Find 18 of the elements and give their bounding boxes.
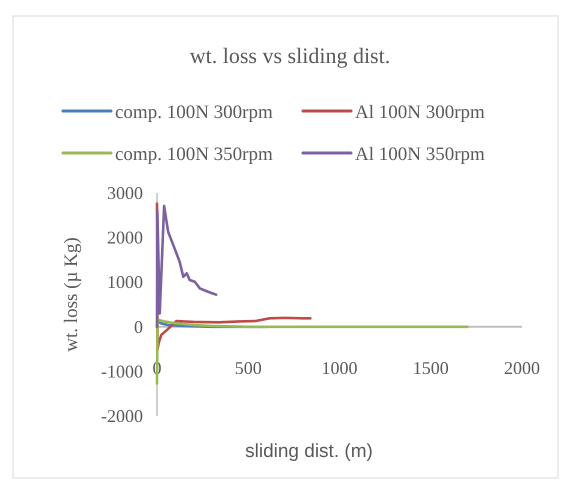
y-tick-label: -2000 <box>101 406 143 426</box>
x-axis-title: sliding dist. (m) <box>245 441 373 462</box>
x-tick-label: 1000 <box>322 358 358 378</box>
legend-label: Al 100N 350rpm <box>355 144 486 165</box>
line-series <box>156 204 218 328</box>
x-tick-label: 1500 <box>412 358 449 378</box>
y-tick-label: -1000 <box>101 361 143 382</box>
y-tick-label: 2000 <box>107 228 143 248</box>
y-tick-label: 1000 <box>107 272 143 292</box>
x-tick-label: 500 <box>234 358 262 378</box>
legend-label: comp. 100N 350rpm <box>115 144 274 165</box>
chart-title: wt. loss vs sliding dist. <box>190 43 390 68</box>
y-tick-label: 0 <box>134 316 143 337</box>
legend-label: Al 100N 300rpm <box>355 102 486 123</box>
legend-label: comp. 100N 300rpm <box>115 102 274 123</box>
y-tick-label: 3000 <box>107 183 143 203</box>
y-axis-title: wt. loss (µ Kg) <box>61 237 82 352</box>
x-tick-label: 2000 <box>504 358 540 378</box>
